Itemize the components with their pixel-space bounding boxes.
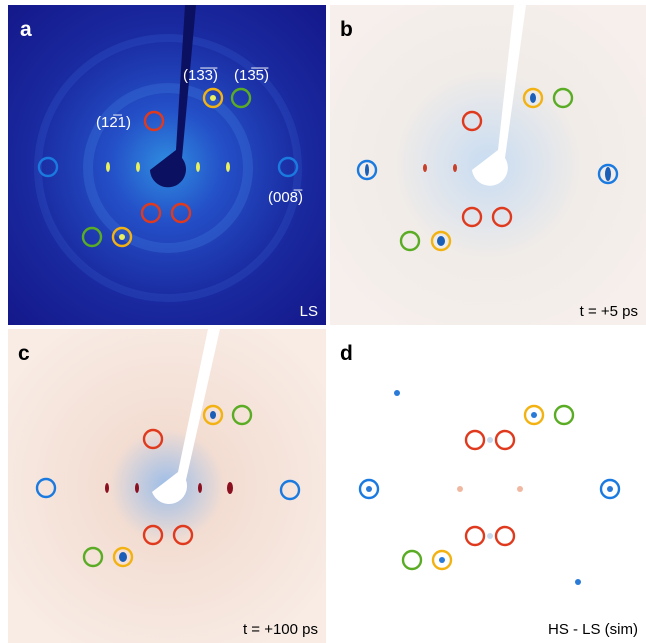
panel-a: a (12̅1) (13̅3̅) (13̅5̅) (008̅) LS: [8, 5, 326, 325]
panel-label: c: [18, 342, 30, 365]
caption: HS - LS (sim): [548, 621, 638, 638]
caption: t = +5 ps: [580, 303, 638, 320]
figure: a (12̅1) (13̅3̅) (13̅5̅) (008̅) LS b t =…: [0, 0, 646, 643]
panel-label: d: [340, 342, 353, 365]
page: a (12̅1) (13̅3̅) (13̅5̅) (008̅) LS b t =…: [0, 0, 646, 643]
annotation: (13̅5̅): [234, 67, 269, 84]
panel-c: c t = +100 ps: [8, 329, 326, 643]
panel-d: d HS - LS (sim): [330, 329, 646, 643]
annotation: (12̅1): [96, 114, 131, 131]
panel-b: b t = +5 ps: [330, 5, 646, 325]
annotation: (13̅3̅): [183, 67, 218, 84]
caption: LS: [300, 303, 318, 320]
panel-label: b: [340, 18, 353, 41]
annotation: (008̅): [268, 189, 303, 206]
panel-label: a: [20, 18, 32, 41]
caption: t = +100 ps: [243, 621, 318, 638]
